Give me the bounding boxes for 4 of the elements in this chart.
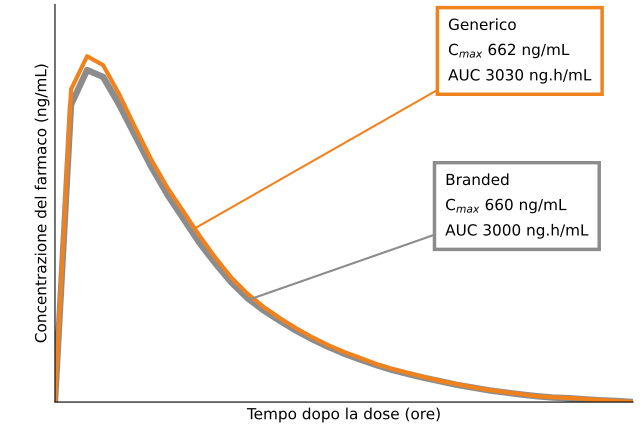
annotation: Branded C$_{max}$ 660 ng/mL AUC 3000 ng.h/mL — [445, 173, 588, 239]
y-axis-title: Concentrazione del farmaco (ng/mL) — [34, 64, 50, 342]
annotation: Generico C$_{max}$ 662 ng/mL AUC 3030 ng.h/mL — [448, 18, 592, 84]
x-axis-title: Tempo dopo la dose (ore) — [246, 408, 440, 422]
